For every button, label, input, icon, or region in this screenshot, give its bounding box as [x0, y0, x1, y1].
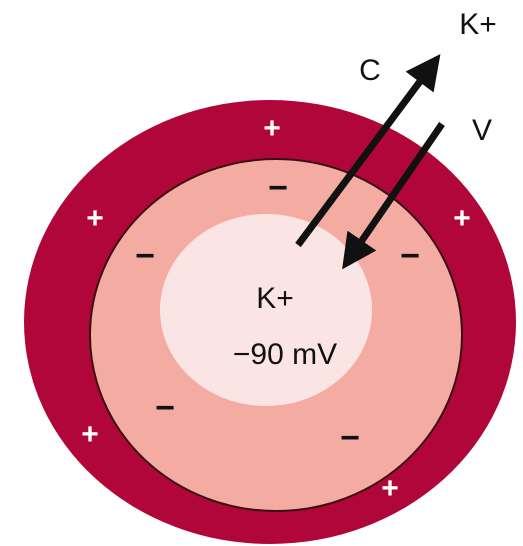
minus-charge: −	[155, 389, 175, 427]
plus-charge: +	[86, 202, 104, 235]
chemical-label: C	[359, 54, 381, 87]
potential: −90 mV	[233, 338, 337, 371]
plus-charge: +	[453, 202, 471, 235]
minus-charge: −	[268, 169, 288, 207]
inner-ion: K+	[256, 282, 294, 315]
outer-ion: K+	[459, 8, 497, 41]
plus-charge: +	[381, 472, 399, 505]
voltage-label: V	[472, 114, 492, 147]
minus-charge: −	[135, 237, 155, 275]
minus-charge: −	[400, 237, 420, 275]
plus-charge: +	[81, 418, 99, 451]
minus-charge: −	[340, 419, 360, 457]
plus-charge: +	[263, 112, 281, 145]
diagram: K+ C V K+ −90 mV + + + + + − − − − −	[0, 0, 523, 546]
